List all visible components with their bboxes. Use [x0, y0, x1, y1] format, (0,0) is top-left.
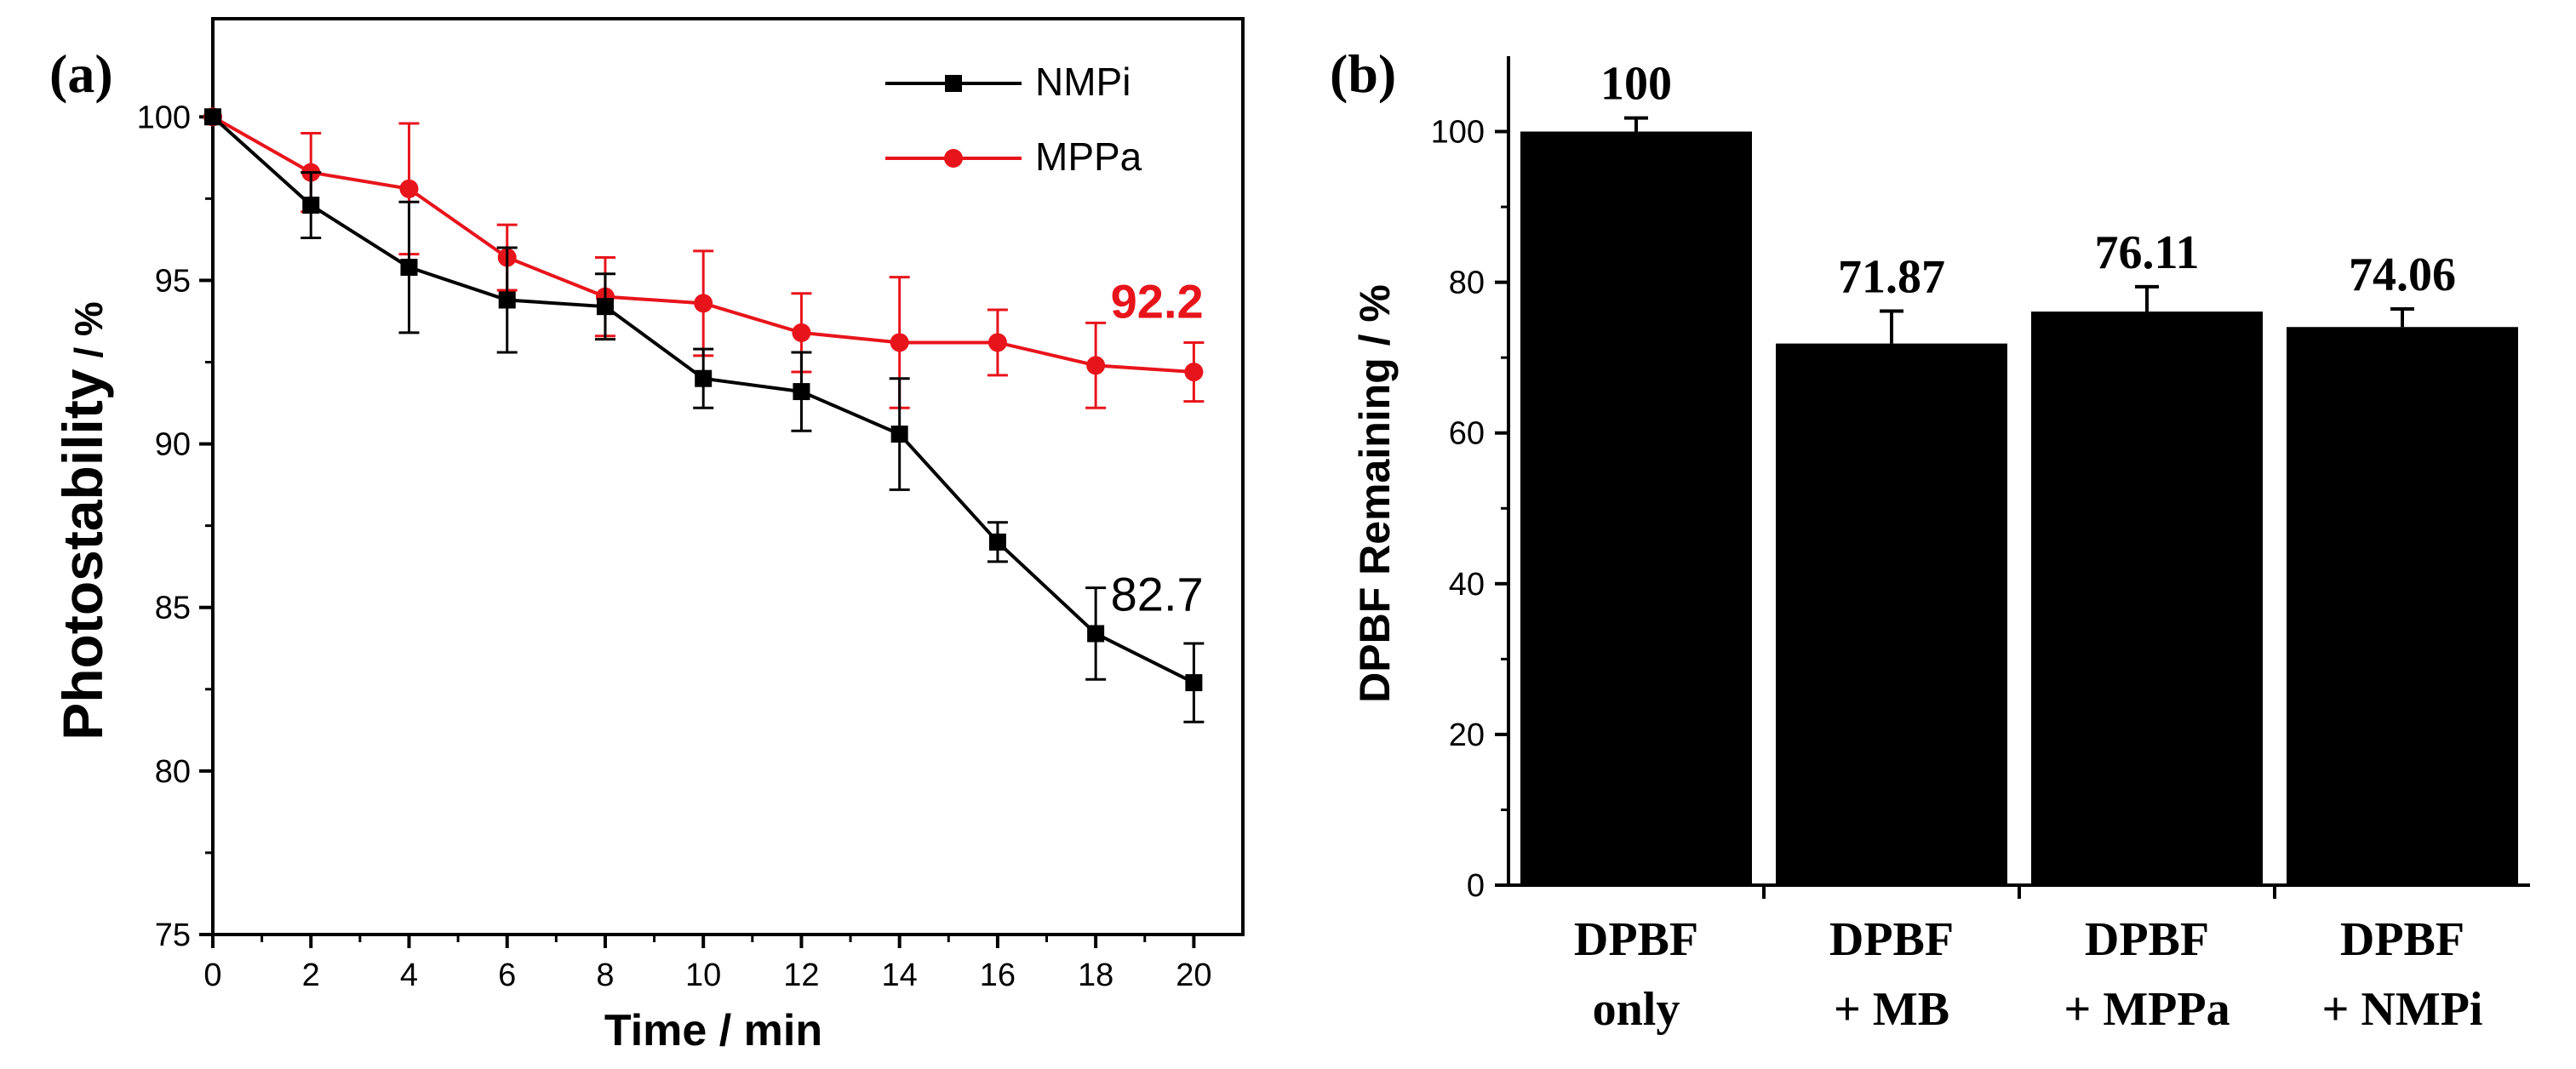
series-mppa-point — [890, 333, 909, 352]
series-nmpi-point — [1087, 625, 1105, 643]
bar-2-category-label-line1: DPBF — [1829, 913, 1954, 966]
panel-a-axes-frame — [211, 17, 1245, 936]
series-nmpi-point — [302, 197, 320, 214]
panel-a-y-axis-title-main: Photostability — [51, 369, 114, 740]
bar-3-category-label-line2: + MPPa — [2064, 983, 2230, 1036]
panel-a-label: (a) — [49, 43, 113, 104]
panel-a-y-tick-label: 100 — [137, 100, 191, 135]
panel-a-x-tick-label: 20 — [1176, 958, 1211, 993]
panel-b-y-tick-label: 20 — [1449, 717, 1485, 753]
panel-a-x-axis-title: Time / min — [604, 1006, 822, 1055]
panel-b-label: (b) — [1330, 43, 1396, 104]
bar-3-value-label: 76.11 — [2095, 226, 2200, 279]
series-mppa-point — [1184, 363, 1204, 382]
panel-a-x-tick-label: 0 — [203, 958, 221, 993]
series-nmpi-point — [400, 259, 418, 277]
panel-b-plot-area: 0 20 40 60 80 100 100 DPBF only 71.87 DPBF + MB 76.1… — [1431, 56, 2530, 1036]
panel-a-x-tick-label: 14 — [882, 958, 918, 993]
panel-b-y-tick-label: 100 — [1431, 115, 1485, 151]
panel-b-y-tick-label: 0 — [1467, 868, 1485, 904]
panel-a-x-tick-label: 6 — [498, 958, 516, 993]
bar-3 — [2031, 312, 2263, 885]
panel-a-line-chart: (a) 0 2 4 6 8 10 12 14 16 18 20 75 80 85 90 95 100 82.7 92… — [49, 17, 1245, 1055]
bar-2-category-label-line2: + MB — [1834, 983, 1949, 1036]
legend-nmpi-label: NMPi — [1035, 60, 1131, 104]
series-mppa-point — [987, 333, 1007, 352]
bar-4-value-label: 74.06 — [2349, 249, 2456, 301]
panel-b-y-tick-label: 40 — [1449, 567, 1485, 603]
series-nmpi-point — [1185, 674, 1203, 692]
bar-1-category-label-line2: only — [1593, 983, 1680, 1036]
panel-a-y-tick-label: 85 — [155, 591, 191, 626]
series-nmpi-point — [204, 108, 221, 126]
bar-2 — [1776, 343, 2007, 886]
bar-4-category-label-line2: + NMPi — [2322, 983, 2483, 1036]
panel-b-y-axis-title: DPBF Remaining / % — [1351, 284, 1399, 703]
annotation-mppa-final-value: 92.2 — [1111, 275, 1204, 329]
panel-a-y-tick-label: 90 — [155, 427, 191, 463]
series-nmpi-point — [695, 369, 713, 387]
panel-b-y-tick-label: 80 — [1449, 266, 1485, 301]
bar-2-value-label: 71.87 — [1838, 251, 1945, 304]
bar-1 — [1520, 131, 1752, 885]
panel-b-y-tick-label: 60 — [1449, 416, 1485, 452]
panel-a-x-tick-label: 12 — [783, 958, 819, 993]
panel-a-x-tick-label: 2 — [302, 958, 320, 993]
bar-3-category-label-line1: DPBF — [2085, 913, 2209, 966]
panel-a-y-tick-label: 95 — [155, 263, 191, 299]
series-mppa-point — [694, 294, 713, 313]
panel-a-x-tick-label: 8 — [596, 958, 614, 993]
series-nmpi-point — [498, 291, 516, 309]
panel-a-plot-area: 0 2 4 6 8 10 12 14 16 18 20 75 80 85 90 95 100 82.7 92.2 — [137, 17, 1245, 993]
panel-a-legend: NMPi MPPa — [885, 60, 1142, 179]
series-mppa-point — [1086, 356, 1106, 375]
panel-a-y-axis-title-unit: / % — [66, 301, 111, 369]
series-nmpi-point — [988, 533, 1006, 551]
panel-a-y-axis-title: Photostability / % — [51, 301, 114, 740]
legend-mppa-label: MPPa — [1035, 134, 1142, 179]
bar-1-value-label: 100 — [1600, 58, 1672, 111]
series-nmpi-point — [793, 383, 810, 401]
annotation-nmpi-final-value: 82.7 — [1111, 568, 1204, 621]
panel-a-x-tick-label: 18 — [1078, 958, 1113, 993]
series-mppa-point — [399, 179, 419, 198]
panel-a-y-tick-label: 75 — [155, 918, 191, 953]
bar-4-category-label-line1: DPBF — [2340, 913, 2464, 966]
series-nmpi-point — [890, 426, 908, 443]
panel-a-x-tick-label: 10 — [685, 958, 721, 993]
panel-a-x-tick-label: 4 — [400, 958, 418, 993]
legend-nmpi-square-marker — [945, 75, 962, 92]
series-mppa-point — [792, 323, 811, 342]
panel-a-x-tick-label: 16 — [980, 958, 1016, 993]
legend-mppa-circle-marker — [944, 149, 963, 168]
panel-a-y-tick-label: 80 — [155, 754, 191, 790]
bar-1-category-label-line1: DPBF — [1574, 913, 1698, 966]
panel-b-bar-chart: (b) 0 20 40 60 80 100 100 DPBF only 71.87 DPBF + MB… — [1330, 43, 2530, 1036]
bar-4 — [2287, 327, 2518, 885]
series-nmpi-point — [596, 298, 614, 316]
